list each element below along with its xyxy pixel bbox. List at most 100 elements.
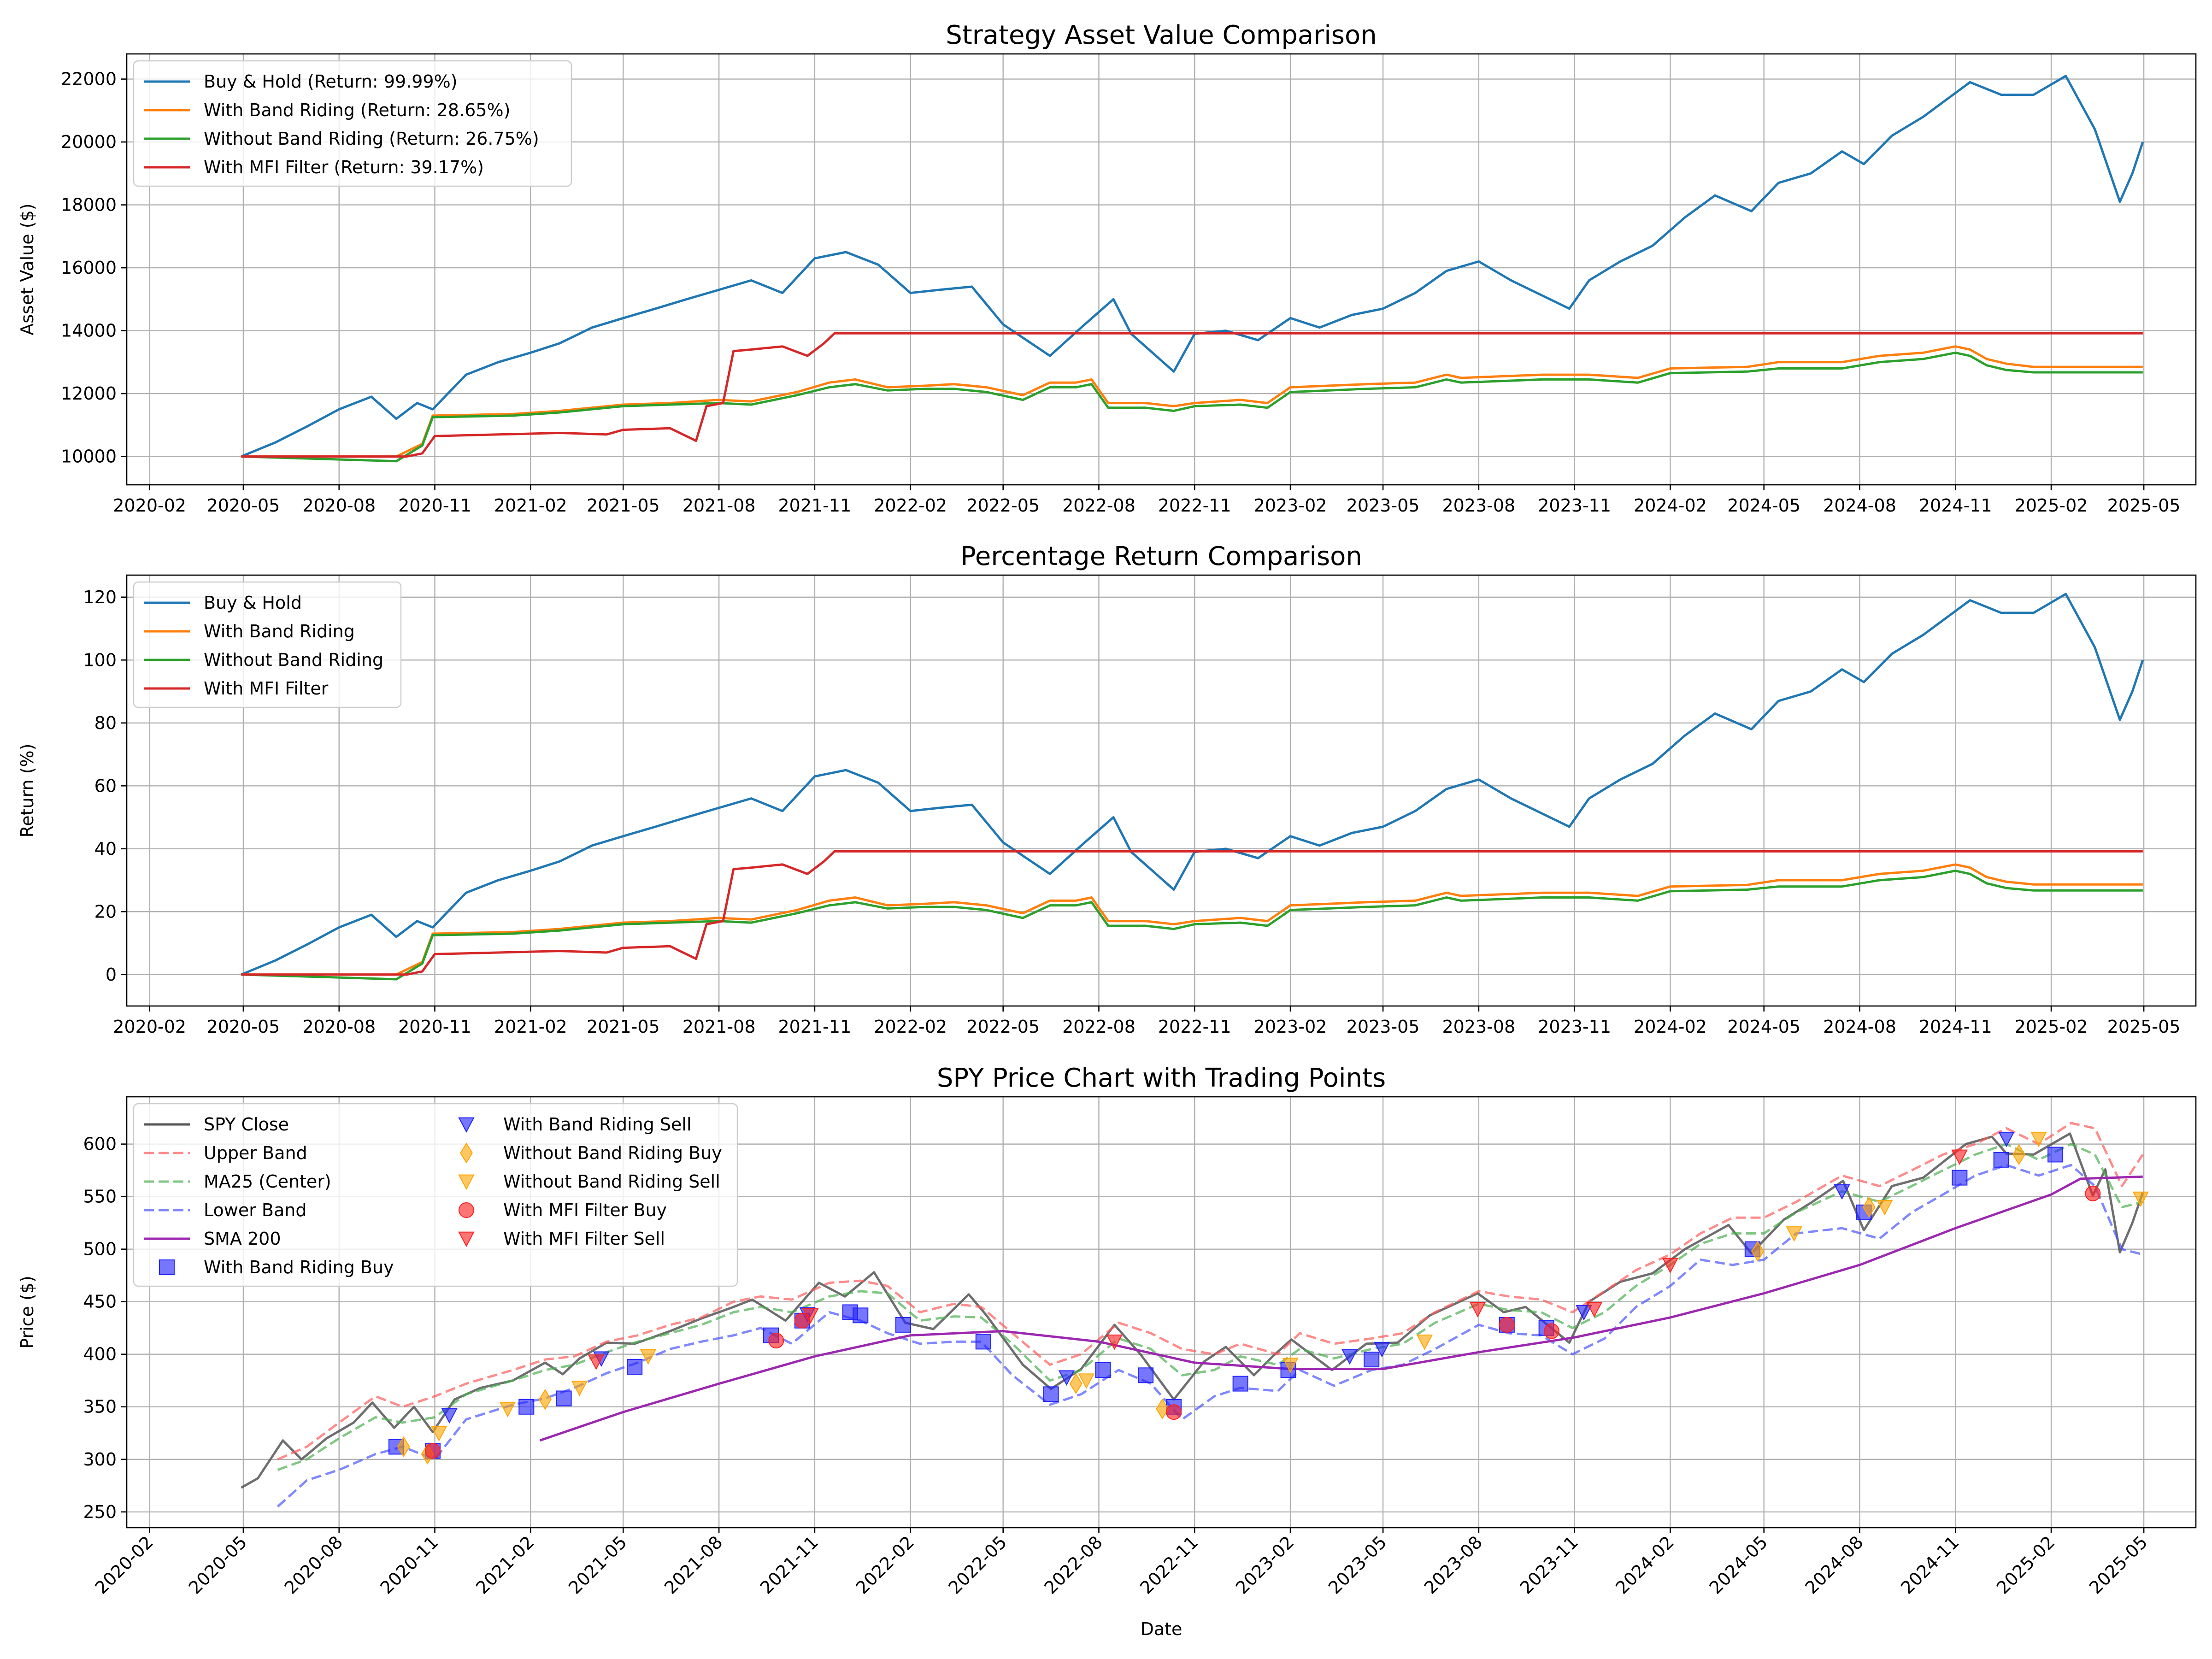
series-line-sma-200 [539, 1175, 2143, 1442]
legend-entry-buy-hold-return-99-99: Buy & Hold (Return: 99.99%) [144, 71, 458, 92]
marker-without-band-riding-sell [2030, 1131, 2047, 1147]
marker-with-band-riding-sell [1576, 1305, 1592, 1321]
legend-label: Upper Band [204, 1143, 307, 1163]
x-tick-label: 2024-02 [1634, 495, 1707, 516]
legend-entry-with-band-riding-return-28-65: With Band Riding (Return: 28.65%) [144, 100, 510, 120]
x-tick-label: 2024-11 [1919, 495, 1992, 516]
marker-with-band-riding-buy [518, 1399, 535, 1415]
marker-without-band-riding-sell [640, 1349, 657, 1365]
marker-with-band-riding-buy [2047, 1147, 2064, 1163]
marker-with-band-riding-sell [1998, 1131, 2015, 1147]
x-tick-label: 2020-11 [398, 495, 471, 516]
marker-without-band-riding-sell [1786, 1226, 1802, 1242]
x-tick-label: 2021-11 [778, 495, 852, 516]
x-tick-label: 2021-05 [587, 1017, 660, 1037]
marker-with-mfi-filter-sell [1951, 1149, 1968, 1165]
legend-entry-upper-band: Upper Band [144, 1143, 307, 1163]
marker-with-mfi-filter-buy [1499, 1317, 1515, 1333]
legend-label: With MFI Filter Buy [503, 1200, 667, 1220]
legend-label: With MFI Filter Sell [503, 1229, 665, 1249]
marker-with-mfi-filter-buy [768, 1333, 784, 1349]
marker-with-band-riding-buy [1138, 1367, 1154, 1383]
marker-with-band-riding-buy [975, 1334, 991, 1350]
y-tick-label: 550 [83, 1187, 117, 1207]
x-tick-label: 2020-05 [207, 495, 280, 516]
legend-entry-without-band-riding-sell: Without Band Riding Sell [458, 1171, 720, 1192]
series-line-with-band-riding-return-28-65 [241, 345, 2143, 458]
y-tick-label: 60 [94, 776, 117, 796]
x-tick-label: 2021-08 [682, 495, 756, 516]
x-tick-label: 2022-11 [1136, 1532, 1202, 1598]
y-tick-label: 400 [83, 1344, 117, 1365]
grid [127, 575, 2196, 1006]
legend-entry-without-band-riding: Without Band Riding [144, 650, 383, 670]
legend-label: MA25 (Center) [204, 1171, 331, 1192]
y-axis-label: Return (%) [17, 744, 37, 838]
legend-label: Without Band Riding Buy [503, 1143, 722, 1163]
legend: Buy & Hold (Return: 99.99%) With Band Rid… [133, 60, 572, 187]
x-tick-label: 2021-05 [587, 495, 660, 516]
x-tick-label: 2023-11 [1538, 1017, 1611, 1037]
legend-swatch [458, 1231, 475, 1247]
x-tick-label: 2023-02 [1254, 1017, 1327, 1037]
legend-entry-without-band-riding-return-26-75: Without Band Riding (Return: 26.75%) [144, 129, 539, 149]
legend-box [133, 1103, 738, 1287]
marker-with-band-riding-sell [441, 1408, 458, 1424]
legend-entry-buy-hold: Buy & Hold [144, 593, 302, 613]
chart-panel-2: 0 20 40 60 80 100 120 2020-02 2020-05 2020-08 2020… [17, 541, 2197, 1037]
x-tick-label: 2025-02 [2015, 495, 2088, 516]
y-axis-label: Asset Value ($) [17, 203, 37, 335]
x-tick-label: 2022-08 [1062, 495, 1135, 516]
legend-label: Buy & Hold (Return: 99.99%) [204, 71, 458, 92]
x-tick-label: 2022-02 [852, 1532, 918, 1598]
y-tick-label: 40 [94, 839, 117, 859]
marker-without-band-riding-buy [2012, 1144, 2026, 1165]
marker-with-mfi-filter-buy [1166, 1404, 1182, 1420]
series-line-without-band-riding-return-26-75 [241, 351, 2143, 463]
legend-entry-sma-200: SMA 200 [144, 1229, 281, 1249]
legend: SPY Close Upper Band MA25 (Center) Lower Ba… [133, 1103, 738, 1287]
x-tick-label: 2020-08 [302, 495, 376, 516]
legend-label: Lower Band [204, 1200, 306, 1220]
legend-label: With Band Riding [204, 621, 355, 641]
chart-title: SPY Price Chart with Trading Points [937, 1063, 1386, 1093]
y-tick-label: 80 [94, 713, 117, 733]
chart-title: Strategy Asset Value Comparison [946, 20, 1377, 50]
marker-with-mfi-filter-buy [1543, 1323, 1559, 1339]
marker-with-mfi-filter-sell [1469, 1302, 1486, 1318]
marker-with-band-riding-sell [1374, 1341, 1390, 1358]
x-tick-label: 2024-11 [1919, 1017, 1992, 1037]
marker-with-mfi-filter-buy [2085, 1185, 2101, 1201]
legend-entry-ma25-center: MA25 (Center) [144, 1171, 331, 1192]
legend-box [133, 581, 402, 708]
x-tick-label: 2022-02 [874, 495, 947, 516]
x-tick-label: 2020-02 [113, 1017, 186, 1037]
legend-entry-with-band-riding-buy: With Band Riding Buy [159, 1257, 394, 1277]
marker-with-mfi-filter-sell [802, 1308, 819, 1324]
series-line-without-band-riding [241, 870, 2143, 981]
series-line-with-mfi-filter [241, 850, 2143, 976]
series-line-buy-hold [241, 593, 2144, 976]
x-tick-label: 2023-11 [1538, 495, 1611, 516]
x-tick-label: 2020-11 [377, 1532, 442, 1598]
x-tick-label: 2024-08 [1823, 1017, 1896, 1037]
legend-swatch [159, 1259, 175, 1275]
series-line-lower-band [276, 1164, 2143, 1508]
x-tick-label: 2023-02 [1232, 1532, 1298, 1598]
y-tick-label: 14000 [61, 321, 117, 341]
marker-with-band-riding-buy [627, 1359, 643, 1375]
legend-swatch [458, 1117, 475, 1133]
y-tick-label: 250 [83, 1502, 117, 1522]
legend-entry-spy-close: SPY Close [144, 1114, 289, 1135]
grid [127, 54, 2196, 485]
marker-without-band-riding-buy [538, 1389, 552, 1410]
x-tick-label: 2020-05 [207, 1017, 280, 1037]
x-tick-label: 2020-02 [91, 1532, 157, 1598]
legend-entry-with-mfi-filter: With MFI Filter [144, 678, 329, 699]
marker-without-band-riding-sell [571, 1381, 588, 1396]
marker-with-band-riding-buy [1952, 1170, 1968, 1186]
y-tick-label: 10000 [61, 447, 117, 467]
x-tick-label: 2022-08 [1062, 1017, 1135, 1037]
y-tick-label: 18000 [61, 195, 117, 215]
series-line-with-mfi-filter-return-39-17 [241, 332, 2143, 458]
